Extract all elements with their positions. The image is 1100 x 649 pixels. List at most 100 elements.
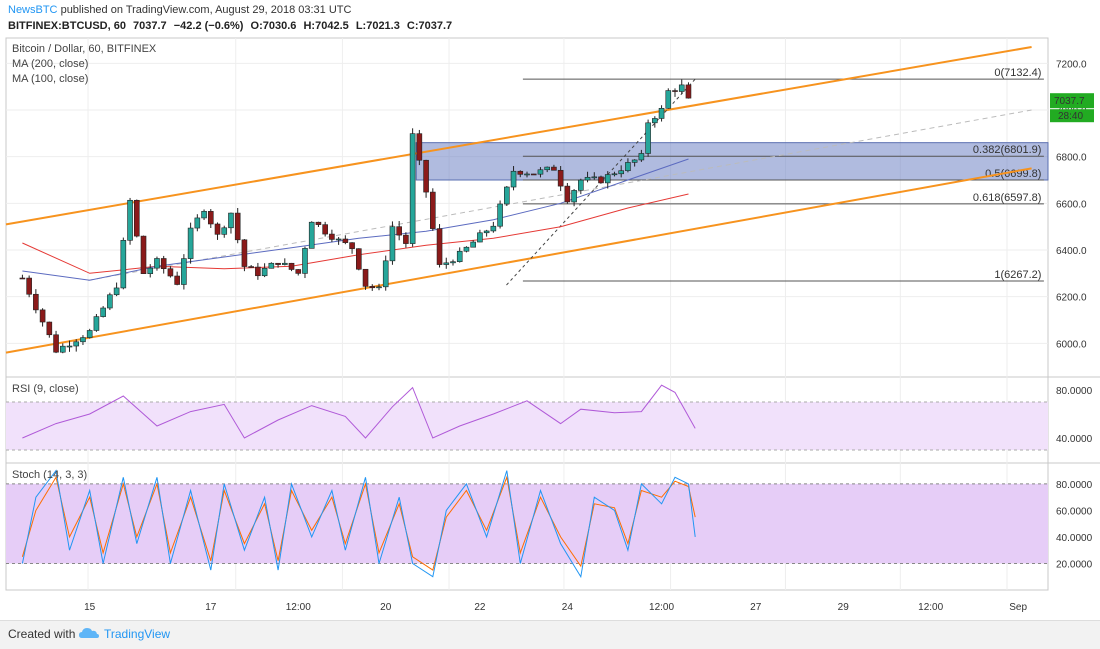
candle-body: [66, 345, 73, 348]
open-label: O:: [250, 20, 263, 32]
channel-line: [5, 167, 1032, 354]
close-value: 7037.7: [418, 20, 453, 32]
candle-body: [564, 185, 571, 203]
candle-body: [578, 179, 584, 191]
candle-body: [611, 173, 618, 176]
candle-body: [46, 321, 53, 336]
candle-body: [221, 227, 228, 235]
x-tick-label: 12:00: [286, 602, 311, 613]
candle-body: [672, 90, 678, 92]
candle-body: [73, 341, 80, 347]
candle-body: [416, 133, 423, 161]
candle-body: [295, 269, 302, 274]
candle-body: [234, 212, 241, 241]
candle-body: [140, 235, 147, 274]
candle-body: [403, 234, 409, 244]
stoch-band: [6, 483, 1048, 564]
candle-body: [241, 239, 248, 267]
published-text: published on TradingView.com, August 29,…: [57, 4, 352, 16]
candle-body: [376, 286, 382, 289]
candle-body: [127, 199, 133, 241]
y-tick-label: 6400.0: [1056, 246, 1087, 257]
x-tick-label: Sep: [1009, 602, 1027, 613]
candle-body: [652, 118, 658, 124]
candle-body: [133, 199, 140, 237]
candle-body: [631, 159, 638, 163]
open-value: 7030.6: [262, 20, 297, 32]
candle-body: [322, 224, 328, 235]
candle-body: [409, 133, 416, 244]
candle-body: [658, 107, 665, 119]
fib-level-label: 1(6267.2): [994, 269, 1041, 281]
publisher-name[interactable]: NewsBTC: [8, 4, 58, 16]
chart-title: Bitcoin / Dollar, 60, BITFINEX: [12, 43, 157, 55]
candle-body: [604, 174, 611, 184]
high-value: 7042.5: [315, 20, 349, 32]
rsi-tick-label: 80.0000: [1056, 386, 1093, 397]
candle-body: [490, 225, 497, 232]
candle-body: [470, 241, 476, 248]
candle-body: [214, 223, 221, 235]
candle-body: [423, 159, 429, 193]
stoch-title: Stoch (14, 3, 3): [12, 469, 87, 481]
rsi-tick-label: 40.0000: [1056, 434, 1093, 445]
fib-level-label: 0.382(6801.9): [973, 144, 1042, 156]
candle-body: [187, 227, 194, 259]
low-value: 7021.3: [366, 20, 400, 32]
y-tick-label: 7200.0: [1056, 59, 1087, 70]
candle-body: [584, 176, 591, 181]
x-tick-label: 24: [562, 602, 574, 613]
close-label: C:: [406, 20, 419, 32]
rsi-band: [6, 402, 1048, 450]
y-tick-label: 6000.0: [1056, 339, 1087, 350]
candle-body: [389, 226, 396, 262]
candle-body: [181, 258, 187, 285]
symbol-name: BITFINEX:BTCUSD, 60: [8, 20, 126, 32]
stoch-tick-label: 20.0000: [1056, 559, 1093, 570]
y-tick-label: 6200.0: [1056, 293, 1087, 304]
candle-body: [302, 248, 308, 274]
candle-body: [275, 262, 281, 265]
x-tick-label: 17: [205, 602, 217, 613]
tradingview-cloud-icon: [79, 628, 99, 638]
footer: Created with TradingView: [0, 620, 1100, 649]
candle-body: [618, 170, 624, 175]
y-tick-label: 6600.0: [1056, 199, 1087, 210]
candle-body: [147, 267, 154, 274]
candle-body: [288, 262, 295, 270]
candle-body: [362, 268, 369, 287]
fib-level-label: 0.618(6597.8): [973, 192, 1042, 204]
tradingview-brand-link[interactable]: TradingView: [104, 627, 171, 641]
candle-body: [530, 173, 537, 176]
candle-body: [497, 203, 503, 227]
y-tick-label: 6800.0: [1056, 153, 1087, 164]
candle-body: [557, 169, 564, 187]
stoch-tick-label: 40.0000: [1056, 533, 1093, 544]
candle-body: [33, 293, 39, 311]
x-tick-label: 29: [838, 602, 850, 613]
last-price: 7037.7: [133, 20, 167, 32]
x-tick-label: 27: [750, 602, 762, 613]
candle-body: [248, 266, 254, 268]
candle-body: [510, 170, 517, 188]
candle-body: [645, 122, 651, 154]
candle-body: [174, 275, 180, 285]
x-tick-label: 15: [84, 602, 96, 613]
countdown-tag: [1050, 109, 1094, 123]
candle-body: [436, 228, 443, 265]
candle-body: [537, 169, 544, 175]
candle-body: [93, 316, 100, 331]
candle-body: [625, 162, 631, 172]
chart-canvas[interactable]: 0(7132.4) 0.382(6801.9) 0.5(6699.8) 0.618(6…: [0, 36, 1100, 620]
stoch-k-line: [21, 469, 696, 579]
chart-header: NewsBTC published on TradingView.com, Au…: [0, 0, 1100, 36]
candle-body: [665, 90, 672, 109]
rsi-title: RSI (9, close): [12, 383, 79, 395]
candle-body: [638, 153, 645, 161]
price-change: −42.2 (−0.6%): [173, 20, 244, 32]
candle-body: [551, 166, 557, 171]
created-with-text: Created with: [8, 627, 76, 641]
ma100-line: [22, 158, 689, 281]
x-tick-label: 20: [380, 602, 392, 613]
candle-body: [396, 226, 402, 236]
